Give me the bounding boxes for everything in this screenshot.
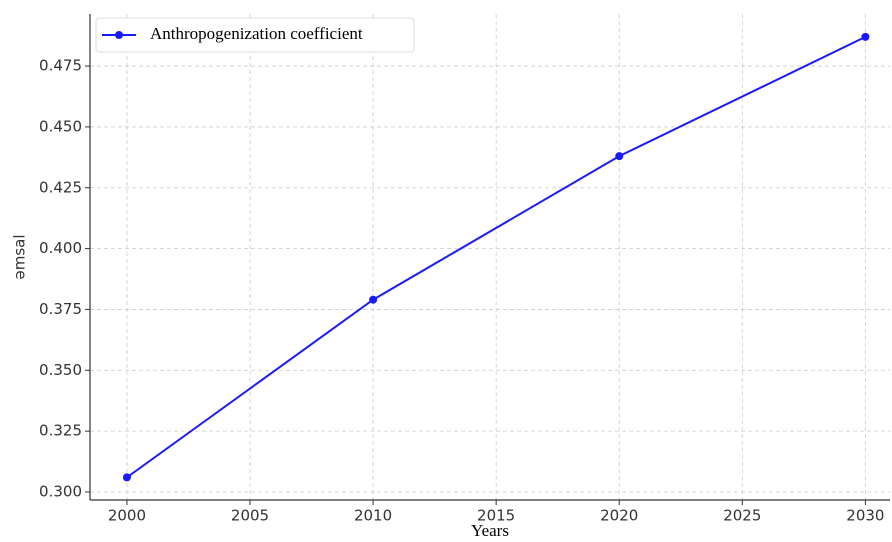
y-axis-label: əmsal (11, 234, 29, 279)
y-tick-label: 0.300 (39, 482, 82, 500)
legend-label: Anthropogenization coefficient (150, 24, 363, 43)
y-tick-label: 0.325 (39, 422, 82, 440)
x-tick-label: 2015 (477, 507, 515, 525)
x-tick-label: 2000 (108, 507, 146, 525)
y-tick-label: 0.400 (39, 239, 82, 257)
y-tick-label: 0.450 (39, 117, 82, 135)
y-tick-label: 0.475 (39, 57, 82, 75)
data-point (861, 32, 870, 41)
x-tick-label: 2005 (231, 507, 269, 525)
x-tick-label: 2025 (723, 507, 761, 525)
data-point (615, 152, 624, 161)
legend-box (95, 17, 415, 53)
data-point (369, 295, 378, 304)
x-tick-label: 2030 (846, 507, 884, 525)
data-point (122, 473, 131, 482)
x-tick-label: 2010 (354, 507, 392, 525)
y-tick-label: 0.375 (39, 300, 82, 318)
y-tick-label: 0.425 (39, 178, 82, 196)
x-tick-label: 2020 (600, 507, 638, 525)
y-tick-label: 0.350 (39, 361, 82, 379)
legend-marker (115, 31, 123, 39)
data-line (126, 35, 866, 479)
x-axis-label: Years (471, 521, 509, 540)
